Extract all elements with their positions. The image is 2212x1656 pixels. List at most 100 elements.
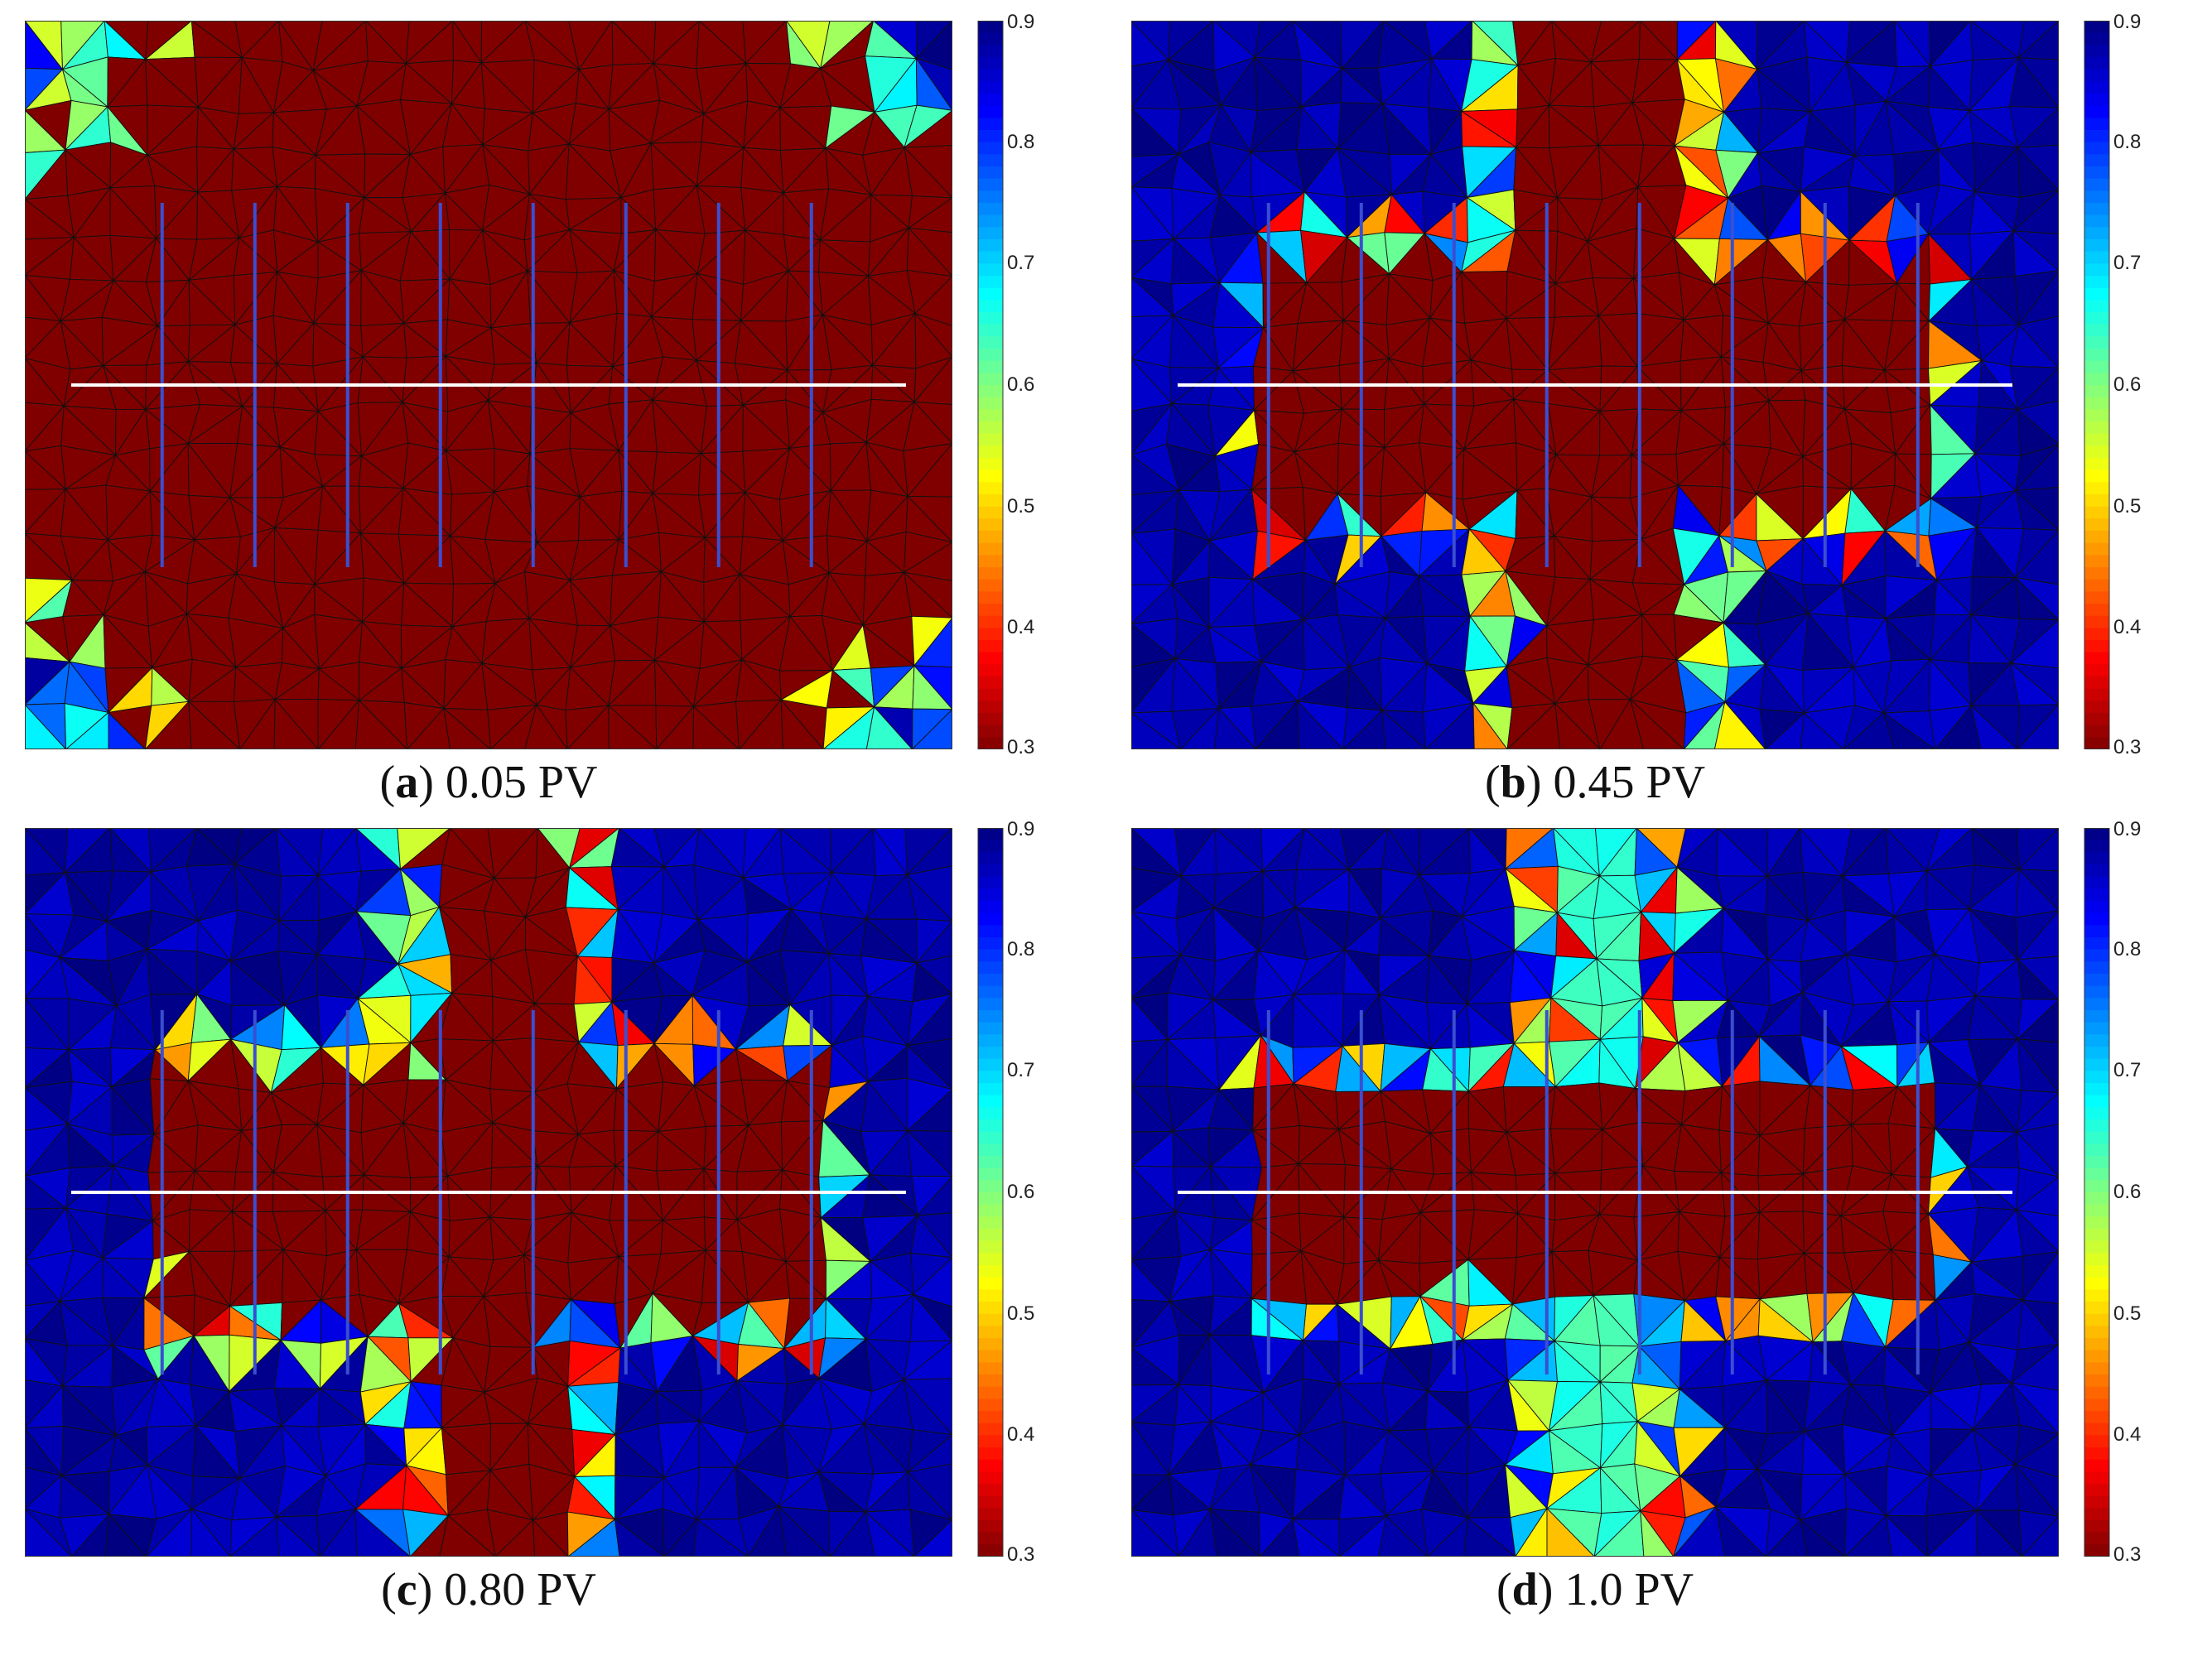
colorbar-swatch xyxy=(2084,300,2109,313)
colorbar-swatch xyxy=(978,69,1003,82)
colorbar-swatch xyxy=(2084,45,2109,58)
colorbar-tick-label: 0.3 xyxy=(1007,736,1035,758)
mesh-cell xyxy=(1209,1508,1260,1557)
colorbar-swatch xyxy=(2084,737,2109,749)
colorbar-swatch xyxy=(978,1423,1003,1436)
mesh-cell xyxy=(1800,1519,1846,1557)
colorbar-swatch xyxy=(2084,604,2109,617)
panel-caption: (c) 0.80 PV xyxy=(381,1564,596,1615)
colorbar-swatch xyxy=(978,1471,1003,1485)
colorbar xyxy=(2084,828,2110,1557)
colorbar-swatch xyxy=(978,1229,1003,1242)
colorbar-swatch xyxy=(978,94,1003,107)
colorbar-swatch xyxy=(2084,1143,2109,1157)
colorbar-swatch xyxy=(2084,263,2109,277)
mesh-cell xyxy=(1463,1517,1516,1557)
colorbar-swatch xyxy=(2084,1508,2109,1521)
panel-caption: (a) 0.05 PV xyxy=(379,757,598,808)
colorbar-swatch xyxy=(2084,1326,2109,1339)
colorbar-swatch xyxy=(2084,1083,2109,1096)
colorbar-tick-label: 0.9 xyxy=(1007,818,1035,840)
colorbar-swatch xyxy=(2084,433,2109,446)
colorbar-swatch xyxy=(978,925,1003,938)
colorbar-swatch xyxy=(2084,688,2109,701)
colorbar-swatch xyxy=(2084,985,2109,999)
colorbar-swatch xyxy=(2084,276,2109,289)
mesh-cell xyxy=(25,1508,73,1557)
colorbar-swatch xyxy=(978,985,1003,999)
colorbar-swatch xyxy=(2084,937,2109,951)
colorbar-swatch xyxy=(2084,494,2109,508)
colorbar-swatch xyxy=(2084,1302,2109,1315)
colorbar-swatch xyxy=(2084,1022,2109,1035)
mesh-cell xyxy=(1970,704,2018,749)
mesh-cell xyxy=(1546,1507,1595,1557)
mesh-cell xyxy=(190,1508,231,1557)
colorbar-tick-label: 0.8 xyxy=(1007,937,1035,960)
colorbar-swatch xyxy=(978,864,1003,878)
colorbar-swatch xyxy=(978,360,1003,373)
colorbar-swatch xyxy=(978,1520,1003,1533)
colorbar-swatch xyxy=(2084,664,2109,677)
colorbar-swatch xyxy=(978,105,1003,118)
colorbar-swatch xyxy=(2084,555,2109,568)
colorbar-swatch xyxy=(2084,57,2109,70)
colorbar-swatch xyxy=(2084,190,2109,204)
colorbar-swatch xyxy=(978,1192,1003,1206)
colorbar-swatch xyxy=(2084,949,2109,962)
colorbar-swatch xyxy=(2084,287,2109,301)
colorbar-swatch xyxy=(2084,1435,2109,1448)
mesh-cell xyxy=(911,709,952,749)
mesh-cell xyxy=(443,707,492,749)
colorbar-swatch xyxy=(2084,1010,2109,1023)
mesh-cell xyxy=(1381,709,1426,749)
colorbar-swatch xyxy=(978,1326,1003,1339)
colorbar-swatch xyxy=(978,1034,1003,1047)
colorbar-swatch xyxy=(2084,324,2109,337)
colorbar-swatch xyxy=(2084,1240,2109,1254)
colorbar-swatch xyxy=(2084,1374,2109,1388)
colorbar-swatch xyxy=(978,567,1003,580)
colorbar-swatch xyxy=(978,385,1003,398)
colorbar-swatch xyxy=(978,373,1003,386)
colorbar-swatch xyxy=(2084,901,2109,914)
colorbar-swatch xyxy=(2084,94,2109,107)
colorbar-swatch xyxy=(2084,336,2109,349)
colorbar-swatch xyxy=(2084,700,2109,714)
colorbar-swatch xyxy=(978,713,1003,726)
colorbar-swatch xyxy=(978,876,1003,889)
colorbar-swatch xyxy=(978,214,1003,228)
colorbar-tick-label: 0.7 xyxy=(1007,252,1035,275)
colorbar-tick-label: 0.3 xyxy=(2113,1543,2142,1566)
colorbar-swatch xyxy=(978,676,1003,690)
mesh-cell xyxy=(524,704,568,749)
colorbar-swatch xyxy=(978,154,1003,167)
colorbar-swatch xyxy=(2084,640,2109,653)
colorbar-swatch xyxy=(978,1240,1003,1254)
mesh-cell xyxy=(533,1519,569,1557)
colorbar-swatch xyxy=(2084,1386,2109,1399)
colorbar-swatch xyxy=(978,1107,1003,1120)
colorbar-swatch xyxy=(978,542,1003,556)
colorbar-tick-label: 0.4 xyxy=(1007,616,1035,639)
colorbar-swatch xyxy=(2084,130,2109,143)
colorbar-tick-label: 0.6 xyxy=(1007,373,1035,396)
colorbar-swatch xyxy=(2084,21,2109,34)
colorbar-swatch xyxy=(978,118,1003,131)
colorbar-swatch xyxy=(2084,469,2109,483)
colorbar-swatch xyxy=(2084,118,2109,131)
colorbar-swatch xyxy=(978,21,1003,34)
colorbar-swatch xyxy=(2084,1350,2109,1363)
mesh-cell xyxy=(1297,700,1344,749)
colorbar-swatch xyxy=(2084,482,2109,495)
colorbar xyxy=(977,828,1004,1557)
colorbar-swatch xyxy=(2084,251,2109,264)
colorbar-frame xyxy=(2084,21,2110,749)
colorbar-swatch xyxy=(2084,628,2109,641)
mesh-cell xyxy=(108,711,147,749)
colorbar-swatch xyxy=(2084,542,2109,556)
saturation-map xyxy=(25,828,952,1557)
colorbar-swatch xyxy=(978,45,1003,58)
colorbar-swatch xyxy=(2084,397,2109,410)
colorbar-swatch xyxy=(978,937,1003,951)
